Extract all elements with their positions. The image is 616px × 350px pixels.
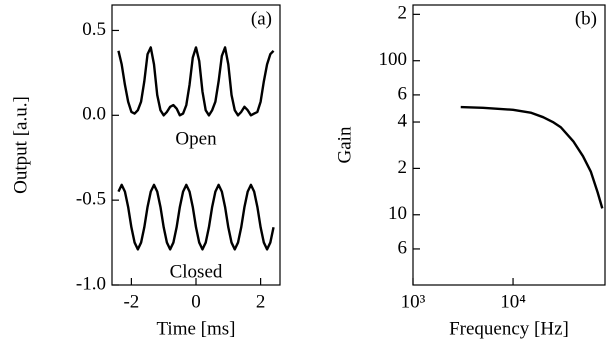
series-label: Closed — [170, 262, 223, 283]
y-axis-label: Output [a.u.] — [10, 96, 31, 194]
x-tick-label: 2 — [256, 291, 266, 312]
y-tick-label: 6 — [398, 237, 408, 258]
y-tick-label: 0.0 — [82, 104, 106, 125]
panel-label: (a) — [251, 8, 272, 29]
series-line — [117, 183, 275, 251]
y-tick-label: 10 — [388, 203, 407, 224]
plot-frame — [412, 4, 606, 286]
y-tick-label: 2 — [398, 3, 408, 24]
series-label: Open — [175, 129, 217, 150]
y-tick-label: 100 — [379, 49, 408, 70]
panel-label: (b) — [575, 8, 597, 29]
x-tick-label: 10³ — [401, 291, 426, 312]
y-tick-label: -1.0 — [76, 273, 106, 294]
x-tick-label: -2 — [123, 291, 139, 312]
x-tick-label: 0 — [191, 291, 201, 312]
y-tick-label: -0.5 — [76, 189, 106, 210]
y-tick-label: 6 — [398, 83, 408, 104]
x-axis-label: Frequency [Hz] — [449, 318, 569, 339]
x-tick-label: 10⁴ — [500, 291, 526, 312]
x-axis-label: Time [ms] — [156, 318, 235, 339]
series-line — [117, 46, 275, 117]
series-line — [460, 105, 604, 209]
y-axis-label: Gain — [334, 126, 355, 163]
y-tick-label: 0.5 — [82, 19, 106, 40]
y-tick-label: 4 — [398, 110, 408, 131]
y-tick-label: 2 — [398, 157, 408, 178]
